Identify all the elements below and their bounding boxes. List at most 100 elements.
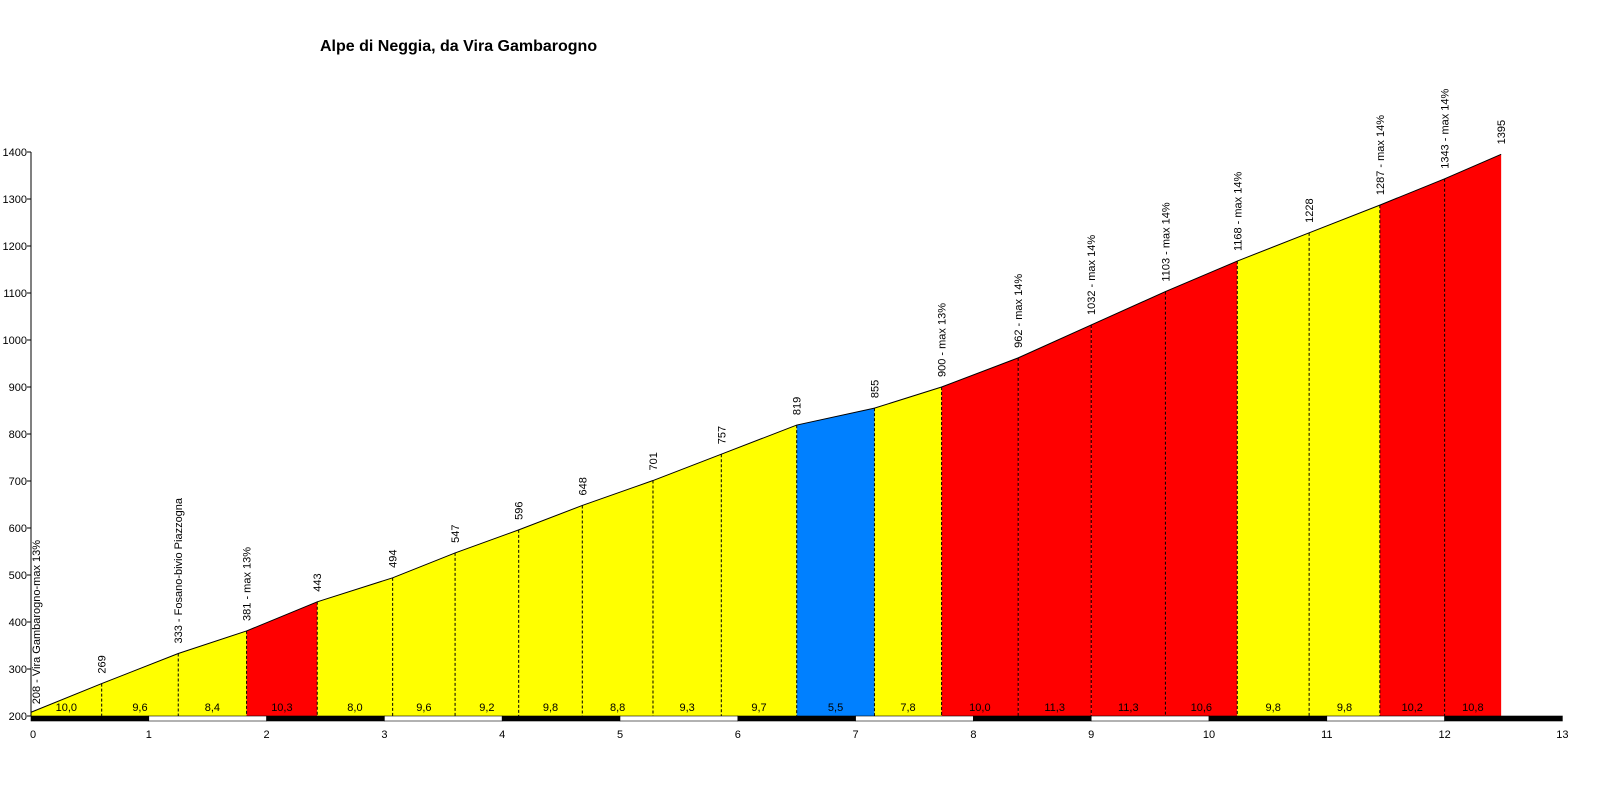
profile-segment bbox=[101, 653, 179, 716]
profile-segment bbox=[1237, 232, 1310, 716]
segment-gradient-label: 9,8 bbox=[1266, 702, 1281, 714]
elevation-label: 494 bbox=[388, 549, 400, 567]
distance-bar-block bbox=[973, 715, 1092, 722]
elevation-label: 757 bbox=[716, 426, 728, 444]
profile-segment bbox=[1309, 205, 1380, 717]
profile-segment bbox=[721, 425, 797, 716]
elevation-label: 333 - Fosano-bivio Piazzogna bbox=[173, 497, 185, 643]
x-tick-label: 8 bbox=[970, 729, 976, 741]
segment-gradient-label: 11,3 bbox=[1044, 702, 1065, 714]
x-tick-label: 4 bbox=[499, 729, 505, 741]
distance-bar-block bbox=[737, 715, 856, 722]
profile-segment bbox=[796, 408, 875, 716]
y-tick-label: 1100 bbox=[3, 288, 27, 300]
x-tick-label: 1 bbox=[146, 729, 152, 741]
segment-gradient-label: 11,3 bbox=[1118, 702, 1139, 714]
distance-bar-block bbox=[1444, 715, 1563, 722]
elevation-label: 1228 bbox=[1304, 198, 1316, 222]
x-tick-label: 12 bbox=[1438, 729, 1450, 741]
x-tick-label: 9 bbox=[1088, 729, 1094, 741]
elevation-label: 648 bbox=[577, 477, 589, 495]
y-tick-label: 1300 bbox=[3, 194, 27, 206]
y-tick-label: 1200 bbox=[3, 241, 27, 253]
x-tick-label: 6 bbox=[735, 729, 741, 741]
elevation-label: 1103 - max 14% bbox=[1160, 202, 1172, 282]
y-tick-label: 300 bbox=[9, 664, 27, 676]
distance-bar-block bbox=[266, 715, 385, 722]
segment-gradient-label: 9,6 bbox=[132, 702, 147, 714]
segment-gradient-label: 5,5 bbox=[828, 702, 843, 714]
x-tick-label: 3 bbox=[381, 729, 387, 741]
segment-gradient-label: 10,8 bbox=[1462, 702, 1483, 714]
profile-segment bbox=[455, 529, 519, 716]
x-tick-label: 13 bbox=[1556, 729, 1568, 741]
profile-segment bbox=[1379, 178, 1445, 717]
profile-segment bbox=[1091, 291, 1166, 716]
segment-gradient-label: 8,4 bbox=[205, 702, 220, 714]
elevation-label: 269 bbox=[97, 655, 109, 673]
x-tick-label: 10 bbox=[1203, 729, 1215, 741]
segment-gradient-label: 10,6 bbox=[1191, 702, 1212, 714]
elevation-label: 701 bbox=[648, 452, 660, 470]
y-tick-label: 1400 bbox=[3, 147, 27, 159]
segment-gradient-label: 8,8 bbox=[610, 702, 625, 714]
distance-bar-block bbox=[148, 715, 267, 722]
profile-segment bbox=[941, 357, 1019, 716]
elevation-label: 900 - max 13% bbox=[937, 303, 949, 377]
y-tick-label: 500 bbox=[9, 570, 27, 582]
x-tick-label: 0 bbox=[30, 729, 36, 741]
segment-gradient-label: 9,8 bbox=[1337, 702, 1352, 714]
segment-gradient-label: 10,0 bbox=[56, 702, 77, 714]
distance-bar-block bbox=[1326, 715, 1445, 722]
profile-segment bbox=[178, 630, 247, 716]
profile-segment bbox=[1165, 261, 1238, 716]
segment-gradient-label: 10,2 bbox=[1401, 702, 1422, 714]
elevation-label: 1032 - max 14% bbox=[1086, 235, 1098, 315]
x-tick-label: 11 bbox=[1321, 729, 1332, 741]
y-tick-label: 200 bbox=[9, 711, 27, 723]
elevation-label: 1168 - max 14% bbox=[1232, 172, 1244, 252]
chart-title: Alpe di Neggia, da Vira Gambarogno bbox=[320, 38, 598, 55]
profile-segment bbox=[1018, 324, 1092, 716]
y-tick-label: 600 bbox=[9, 523, 27, 535]
segment-gradient-label: 8,0 bbox=[347, 702, 362, 714]
segment-gradient-label: 9,8 bbox=[543, 702, 558, 714]
segment-gradient-label: 10,3 bbox=[271, 702, 292, 714]
profile-line bbox=[30, 153, 1502, 713]
segment-gradient-label: 9,3 bbox=[679, 702, 694, 714]
profile-segment bbox=[874, 387, 942, 716]
elevation-label: 443 bbox=[312, 573, 324, 591]
profile-segment bbox=[1444, 154, 1502, 717]
segment-gradient-label: 9,2 bbox=[479, 702, 494, 714]
elevation-label: 1395 bbox=[1496, 120, 1508, 144]
profile-segment bbox=[246, 601, 318, 716]
elevation-label: 962 - max 14% bbox=[1013, 274, 1025, 348]
profile-segment bbox=[518, 505, 583, 716]
segment-gradient-label: 9,6 bbox=[416, 702, 431, 714]
profile-segment bbox=[317, 577, 393, 716]
distance-bar-block bbox=[855, 715, 974, 722]
y-tick-label: 900 bbox=[9, 382, 27, 394]
segment-gradient-label: 9,7 bbox=[751, 702, 766, 714]
profile-segment bbox=[392, 552, 456, 716]
profile-segment bbox=[652, 454, 722, 716]
distance-bar-block bbox=[30, 715, 150, 722]
segment-gradient-label: 7,8 bbox=[900, 702, 915, 714]
distance-bar-block bbox=[1090, 715, 1210, 722]
elevation-label: 596 bbox=[514, 502, 526, 520]
elevation-label: 1287 - max 14% bbox=[1375, 115, 1387, 195]
elevation-label: 208 - Vira Gambarogno-max 13% bbox=[31, 540, 43, 704]
profile-segment bbox=[31, 683, 102, 716]
elevation-label: 381 - max 13% bbox=[242, 547, 254, 621]
x-tick-label: 2 bbox=[264, 729, 270, 741]
y-tick-label: 800 bbox=[9, 429, 27, 441]
distance-bar-block bbox=[1208, 715, 1328, 722]
distance-bar-block bbox=[501, 715, 621, 722]
profile-segment bbox=[582, 480, 653, 716]
y-tick-label: 700 bbox=[9, 476, 27, 488]
x-tick-label: 7 bbox=[853, 729, 859, 741]
distance-bar-block bbox=[619, 715, 739, 722]
elevation-label: 855 bbox=[869, 380, 881, 398]
